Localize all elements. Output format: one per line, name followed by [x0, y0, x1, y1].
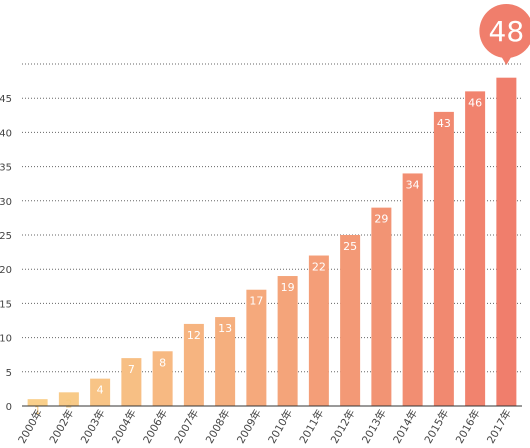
value-label: 1: [34, 404, 41, 417]
x-tick-label: 2007年: [172, 407, 202, 446]
callout-pointer: [500, 55, 513, 65]
value-label: 4: [97, 384, 104, 397]
bar: [90, 378, 111, 406]
value-label: 7: [128, 363, 135, 376]
value-label: 8: [159, 356, 166, 369]
y-axis-tick-labels: 0 5 10 15 20 25 30 35 40 45: [0, 94, 12, 413]
x-tick-label: 2009年: [234, 407, 264, 446]
callout-value: 48: [489, 15, 525, 48]
x-tick-label: 2016年: [453, 407, 483, 446]
bar: [402, 173, 423, 406]
x-tick-label: 2002年: [47, 407, 77, 446]
bar: [465, 91, 486, 407]
bar: [496, 77, 517, 407]
x-tick-label: 2003年: [78, 407, 108, 446]
x-tick-label: 2008年: [203, 407, 233, 446]
bar: [371, 207, 392, 406]
value-label: 34: [406, 178, 420, 191]
value-label: 22: [312, 261, 326, 274]
y-tick-label: 0: [6, 402, 12, 413]
y-tick-label: 20: [0, 265, 12, 276]
bar: [215, 317, 236, 406]
value-label: 29: [374, 213, 388, 226]
x-tick-label: 2011年: [297, 407, 327, 446]
bar: [433, 111, 454, 406]
y-tick-label: 30: [0, 197, 12, 208]
x-tick-label: 2017年: [484, 407, 514, 446]
x-tick-label: 2000年: [15, 407, 45, 446]
bar: [277, 276, 298, 406]
bar: [152, 351, 173, 406]
x-tick-label: 2004年: [109, 407, 139, 446]
value-label: 43: [437, 117, 451, 130]
highlight-callout: 48: [479, 4, 530, 65]
y-tick-label: 45: [0, 94, 12, 105]
value-label: 2: [65, 397, 72, 410]
bar: [246, 289, 267, 406]
bar: [308, 255, 329, 406]
x-tick-label: 2006年: [140, 407, 170, 446]
y-tick-label: 40: [0, 128, 12, 139]
bar: [183, 323, 204, 406]
x-tick-label: 2012年: [328, 407, 358, 446]
x-tick-label: 2010年: [265, 407, 295, 446]
y-tick-label: 10: [0, 334, 12, 345]
bar: [340, 235, 361, 406]
y-tick-label: 5: [6, 368, 12, 379]
bar: [58, 392, 79, 406]
value-label: 13: [218, 322, 232, 335]
value-label: 17: [249, 295, 263, 308]
bar: [27, 399, 48, 406]
callout-bubble: [479, 4, 530, 58]
x-tick-label: 2013年: [359, 407, 389, 446]
bar: [121, 358, 142, 406]
x-tick-label: 2014年: [390, 407, 420, 446]
x-tick-label: 2015年: [422, 407, 452, 446]
bars: [27, 77, 517, 407]
gridlines: [22, 63, 522, 373]
x-axis-tick-labels: 2000年 2002年 2003年 2004年 2006年 2007年 2008年 2009年…: [15, 407, 514, 446]
value-label: 19: [281, 281, 295, 294]
y-tick-label: 25: [0, 231, 12, 242]
y-tick-label: 35: [0, 163, 12, 174]
value-label: 25: [343, 240, 357, 253]
value-label: 12: [187, 329, 201, 342]
value-label: 46: [468, 96, 482, 109]
y-tick-label: 15: [0, 299, 12, 310]
